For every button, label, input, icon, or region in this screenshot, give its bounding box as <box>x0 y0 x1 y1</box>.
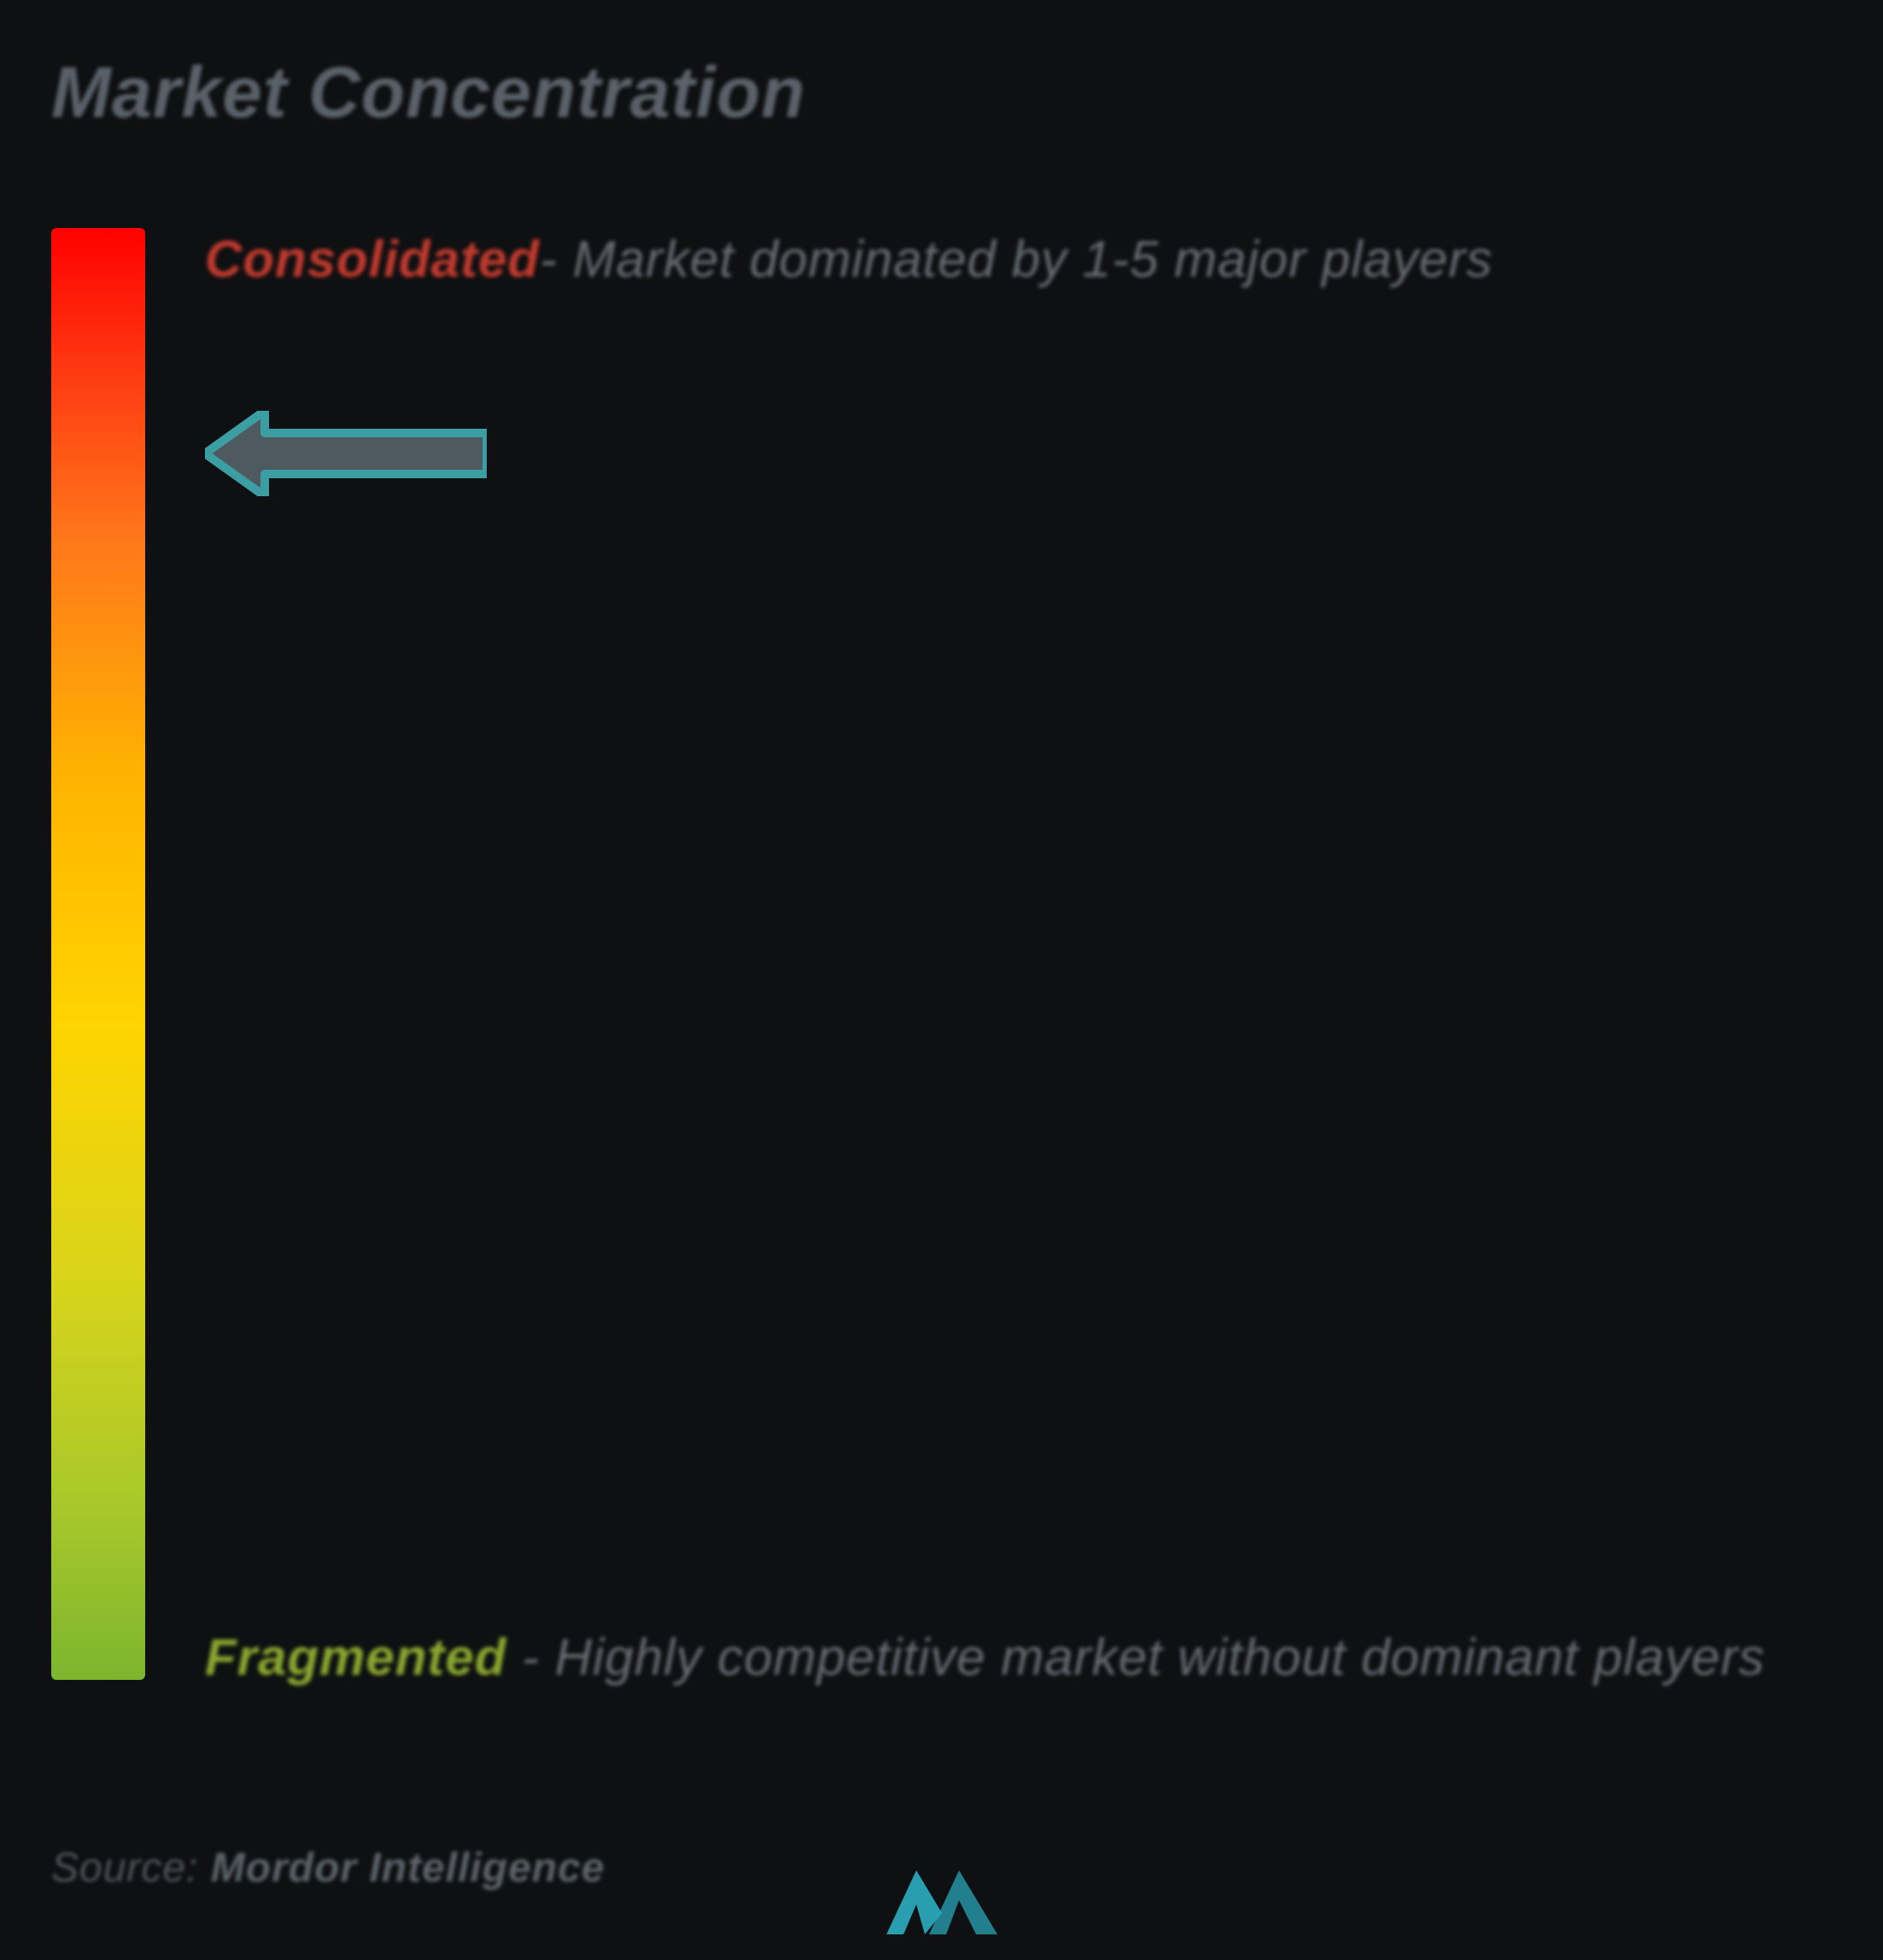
fragmented-label: Fragmented - Highly competitive market w… <box>205 1618 1798 1697</box>
consolidated-term: Consolidated <box>205 231 540 288</box>
mordor-logo-icon <box>878 1862 1006 1939</box>
concentration-gradient-bar <box>51 228 145 1680</box>
consolidated-description: - Market dominated by 1-5 major players <box>540 231 1493 288</box>
position-arrow <box>205 411 487 496</box>
arrow-left-icon <box>205 411 487 496</box>
source-name: Mordor Intelligence <box>211 1846 605 1891</box>
fragmented-term: Fragmented <box>205 1629 506 1686</box>
labels-column: Consolidated- Market dominated by 1-5 ma… <box>205 228 1832 1680</box>
chart-body: Consolidated- Market dominated by 1-5 ma… <box>51 228 1832 1680</box>
source-line: Source: Mordor Intelligence <box>51 1845 605 1892</box>
source-label: Source: <box>51 1846 211 1891</box>
fragmented-description: - Highly competitive market without domi… <box>506 1629 1765 1686</box>
brand-logo <box>878 1862 1006 1943</box>
chart-title: Market Concentration <box>51 51 1832 134</box>
consolidated-label: Consolidated- Market dominated by 1-5 ma… <box>205 219 1798 299</box>
footer: Source: Mordor Intelligence <box>51 1845 605 1892</box>
infographic-root: Market Concentration Consolidated- Marke… <box>0 0 1883 1960</box>
